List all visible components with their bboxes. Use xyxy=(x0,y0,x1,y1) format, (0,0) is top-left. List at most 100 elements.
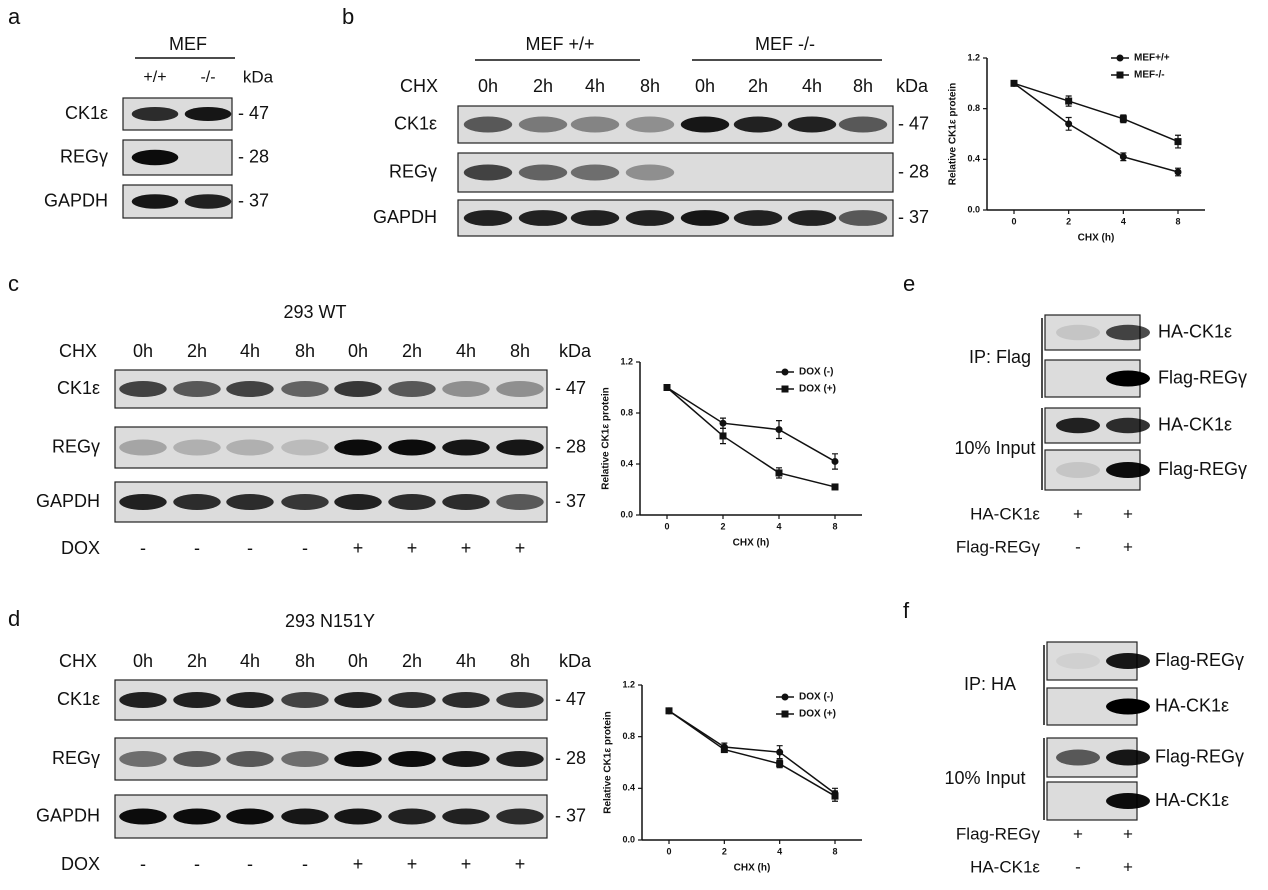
lane-label: 2h xyxy=(187,651,207,671)
band xyxy=(838,116,888,133)
row-label: CHX xyxy=(59,341,97,361)
size-marker: - 47 xyxy=(238,103,269,123)
data-point xyxy=(1119,115,1127,123)
size-marker: - 47 xyxy=(555,378,586,398)
band xyxy=(281,692,329,708)
band xyxy=(388,692,436,708)
band xyxy=(226,439,274,456)
band xyxy=(496,692,544,708)
protein-label: CK1ε xyxy=(65,103,108,123)
protein-label: CK1ε xyxy=(57,378,100,398)
lane-label: 4h xyxy=(456,341,476,361)
treatment-label: Flag-REGγ xyxy=(956,824,1041,843)
band xyxy=(442,494,490,510)
treatment-sign: - xyxy=(302,538,308,558)
protein-label: HA-CK1ε xyxy=(1158,321,1232,341)
data-point xyxy=(1065,97,1073,105)
band xyxy=(496,439,544,456)
data-point xyxy=(663,384,671,391)
band xyxy=(1056,462,1100,478)
band xyxy=(625,164,675,181)
band xyxy=(388,381,436,397)
x-tick-label: 0 xyxy=(666,846,671,856)
protein-label: HA-CK1ε xyxy=(1158,414,1232,434)
blot-title: 293 WT xyxy=(283,302,346,322)
band xyxy=(442,751,490,767)
data-point xyxy=(831,483,839,491)
x-axis-label: CHX (h) xyxy=(733,538,770,549)
legend-label: DOX (-) xyxy=(799,692,833,703)
panel-letter: d xyxy=(8,606,20,631)
size-marker: - 47 xyxy=(898,113,929,133)
x-tick-label: 4 xyxy=(776,521,781,531)
data-point xyxy=(1174,138,1182,146)
band xyxy=(680,210,730,226)
data-point xyxy=(1119,153,1127,161)
band xyxy=(1056,653,1100,669)
treatment-sign: + xyxy=(1123,857,1133,876)
band xyxy=(131,194,179,209)
band xyxy=(625,210,675,226)
treatment-sign: + xyxy=(515,854,526,874)
legend-label: MEF-/- xyxy=(1134,70,1165,81)
legend-label: DOX (+) xyxy=(799,709,836,720)
series-line xyxy=(1013,82,1179,143)
protein-label: REGγ xyxy=(52,436,100,456)
lane-label: 8h xyxy=(853,76,873,96)
band xyxy=(281,381,329,397)
protein-label: REGγ xyxy=(389,161,437,181)
band xyxy=(131,149,179,166)
y-tick-label: 1.2 xyxy=(620,356,633,366)
y-tick-label: 0.0 xyxy=(967,204,980,214)
x-tick-label: 0 xyxy=(1011,216,1016,226)
data-point xyxy=(1174,168,1182,176)
band xyxy=(334,808,382,825)
treatment-sign: + xyxy=(1123,537,1133,556)
panel-letter: a xyxy=(8,4,21,29)
treatment-sign: + xyxy=(461,538,472,558)
treatment-sign: + xyxy=(461,854,472,874)
data-point xyxy=(776,748,784,756)
band xyxy=(281,808,329,825)
data-point xyxy=(775,426,783,434)
treatment-label: DOX xyxy=(61,538,100,558)
treatment-sign: - xyxy=(140,538,146,558)
band xyxy=(184,194,232,209)
band xyxy=(173,439,221,456)
size-marker: - 47 xyxy=(555,689,586,709)
band xyxy=(388,439,436,456)
y-axis-label: Relative CK1ε protein xyxy=(601,387,612,490)
band xyxy=(733,116,783,133)
band xyxy=(518,116,568,133)
protein-label: Flag-REGγ xyxy=(1158,367,1247,387)
band xyxy=(463,210,513,226)
lane-label: 4h xyxy=(456,651,476,671)
legend-label: MEF+/+ xyxy=(1134,53,1170,64)
y-tick-label: 0.8 xyxy=(622,731,635,741)
size-marker: - 28 xyxy=(238,146,269,166)
band xyxy=(787,210,837,226)
protein-label: Flag-REGγ xyxy=(1158,459,1247,479)
y-tick-label: 0.0 xyxy=(622,834,635,844)
x-tick-label: 0 xyxy=(664,521,669,531)
lane-label: 2h xyxy=(533,76,553,96)
band xyxy=(463,164,513,181)
legend-label: DOX (+) xyxy=(799,384,836,395)
y-tick-label: 0.0 xyxy=(620,509,633,519)
treatment-sign: + xyxy=(353,854,364,874)
treatment-sign: - xyxy=(194,538,200,558)
row-label: CHX xyxy=(59,651,97,671)
cell-label: MEF xyxy=(169,34,207,54)
band xyxy=(173,494,221,510)
x-axis-label: CHX (h) xyxy=(1078,233,1115,244)
unit-label: kDa xyxy=(559,341,592,361)
band xyxy=(226,751,274,767)
y-tick-label: 0.4 xyxy=(620,458,633,468)
band xyxy=(625,116,675,133)
y-tick-label: 0.4 xyxy=(622,783,635,793)
data-point xyxy=(776,760,784,768)
size-marker: - 28 xyxy=(555,748,586,768)
lane-label: 2h xyxy=(402,341,422,361)
x-tick-label: 4 xyxy=(777,846,782,856)
treatment-sign: + xyxy=(407,854,418,874)
